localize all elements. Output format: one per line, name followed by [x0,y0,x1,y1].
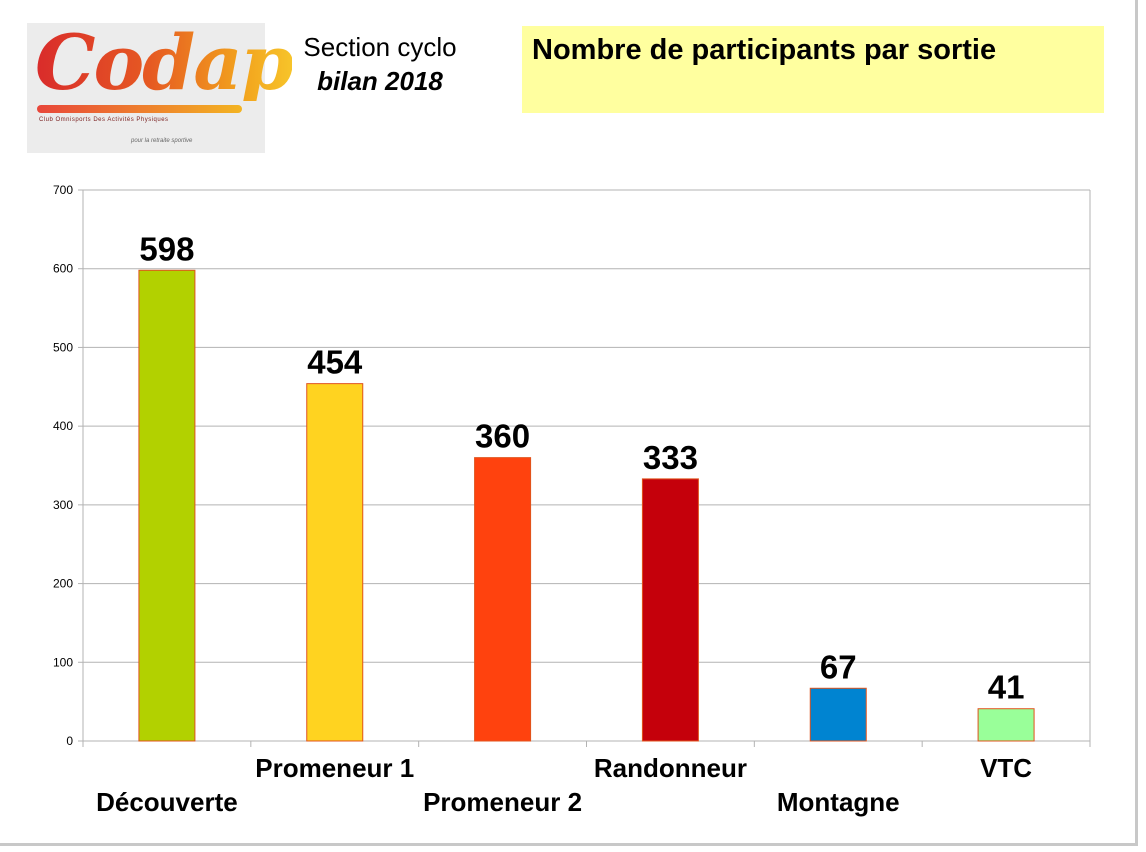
data-label: 333 [643,439,698,476]
data-label: 598 [139,230,194,267]
data-label: 360 [475,418,530,455]
logo-subtitle: Club Omnisports Des Activités Physiques [39,117,169,123]
bar [977,708,1035,742]
y-tick-label: 400 [53,419,73,433]
y-tick-label: 200 [53,577,73,591]
y-tick-label: 500 [53,340,73,354]
x-tick-label: Randonneur [594,753,747,783]
x-tick-label: Promeneur 1 [255,753,414,783]
x-tick-label: VTC [980,753,1032,783]
data-label: 454 [307,344,363,381]
logo-tagline: pour la retraite sportive [131,138,193,144]
data-label: 67 [820,648,857,685]
y-tick-label: 300 [53,498,73,512]
y-tick-label: 700 [53,183,73,197]
bar [474,457,532,742]
chart-title-box: Nombre de participants par sortie [522,26,1104,113]
y-tick-label: 0 [66,734,73,748]
x-tick-label: Montagne [777,787,900,817]
section-title-line2: bilan 2018 [317,66,443,96]
logo-swoosh [37,105,242,113]
bar [138,269,196,742]
y-tick-label: 600 [53,262,73,276]
logo-wordmark: Codap [35,18,294,107]
bar [641,478,699,742]
codap-logo: Codap Club Omnisports Des Activités Phys… [27,23,294,153]
bar [306,383,364,742]
y-tick-label: 100 [53,655,73,669]
chart-title: Nombre de participants par sortie [532,34,997,66]
x-tick-label: Découverte [96,787,238,817]
x-tick-label: Promeneur 2 [423,787,582,817]
section-title-line1: Section cyclo [303,32,457,62]
bar [809,687,867,742]
section-title: Section cyclo bilan 2018 [270,30,490,98]
data-label: 41 [988,669,1025,706]
